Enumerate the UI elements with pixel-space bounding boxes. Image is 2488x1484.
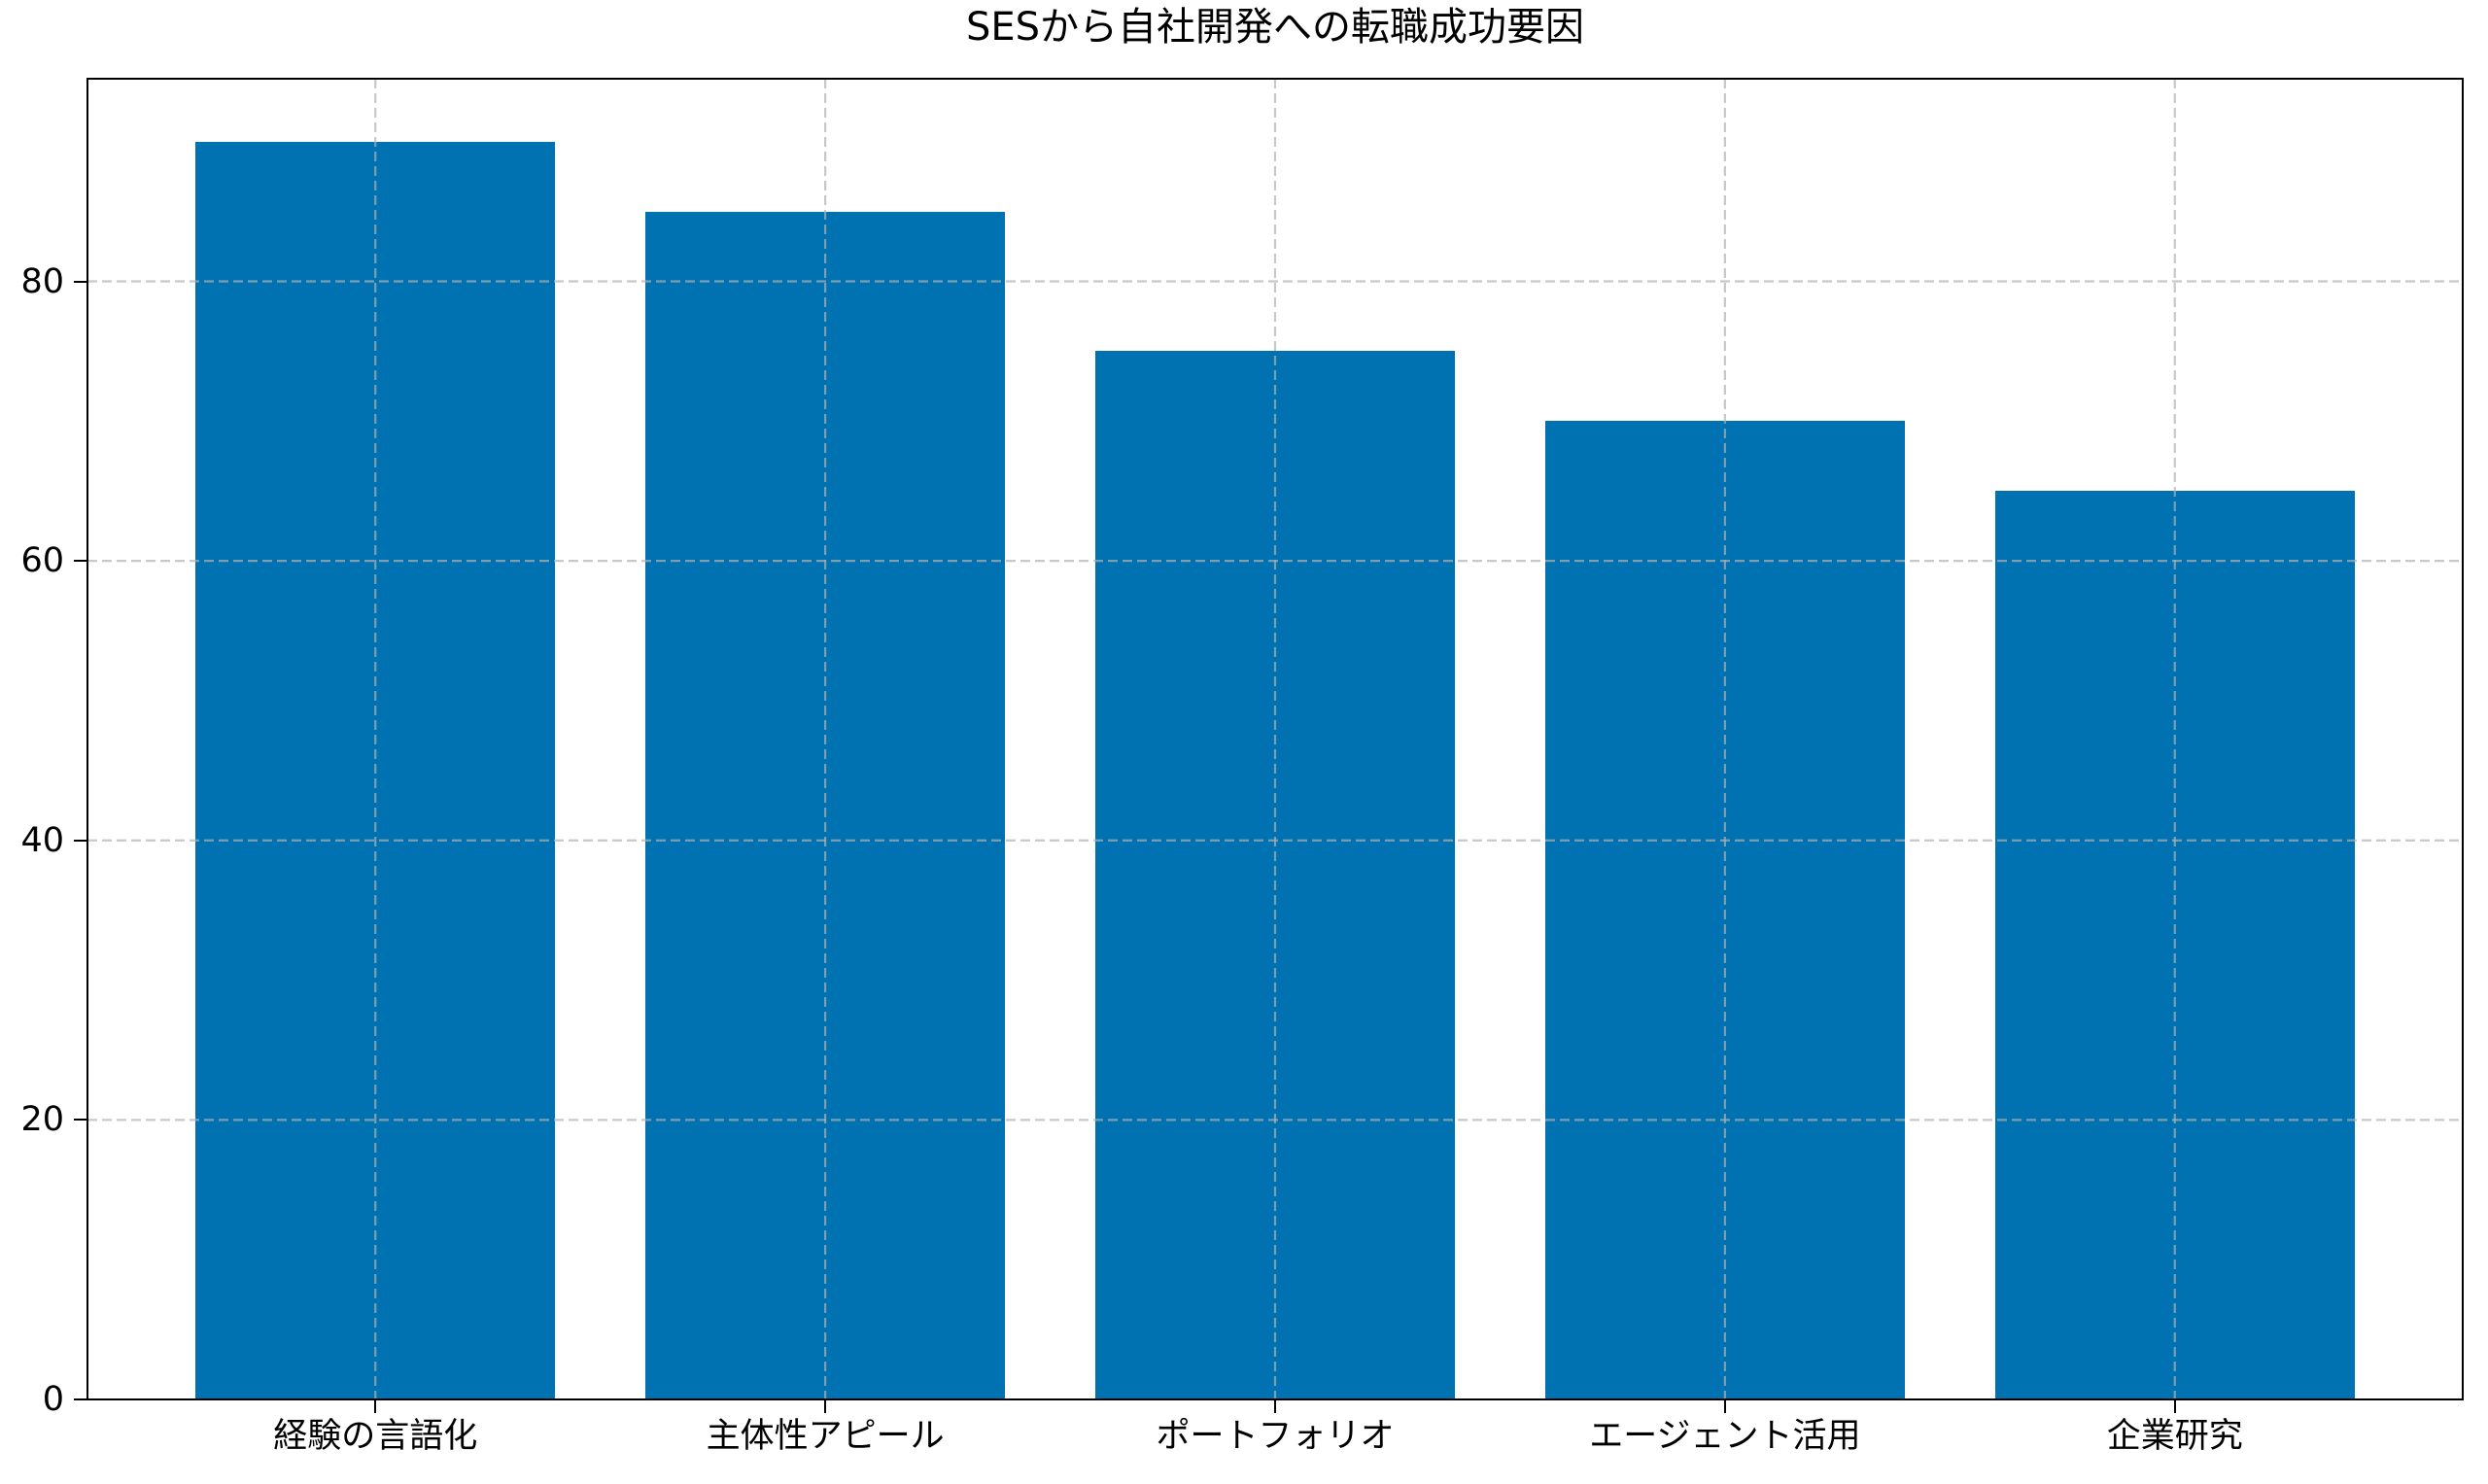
y-tick-label-20: 20	[20, 1100, 64, 1140]
y-tick-label-80: 80	[20, 261, 64, 301]
bar-1	[644, 211, 1006, 1399]
x-tick-mark-1	[824, 1399, 827, 1413]
x-tick-mark-2	[1274, 1399, 1276, 1413]
y-tick-label-60: 60	[20, 541, 64, 581]
y-tick-mark-60	[74, 560, 87, 563]
x-tick-label-1: 主体性アピール	[706, 1417, 945, 1456]
plot-area	[87, 79, 2463, 1399]
bar-3	[1544, 421, 1906, 1399]
y-tick-mark-80	[74, 280, 87, 283]
x-tick-label-4: 企業研究	[2106, 1417, 2243, 1456]
y-tick-label-0: 0	[42, 1380, 64, 1419]
bar-0	[195, 141, 556, 1399]
x-tick-mark-4	[2173, 1399, 2176, 1413]
x-tick-label-2: ポートフォリオ	[1156, 1417, 1395, 1456]
chart-title: SESから自社開発への転職成功要因	[965, 5, 1585, 50]
x-tick-label-3: エージェント活用	[1589, 1417, 1861, 1456]
y-tick-label-40: 40	[20, 820, 64, 860]
y-tick-mark-40	[74, 839, 87, 842]
bar-2	[1094, 351, 1456, 1399]
y-tick-mark-0	[74, 1398, 87, 1400]
x-tick-mark-3	[1723, 1399, 1726, 1413]
bar-4	[1994, 491, 2355, 1399]
x-tick-label-0: 経験の言語化	[273, 1417, 478, 1456]
x-tick-mark-0	[374, 1399, 377, 1413]
y-tick-mark-20	[74, 1119, 87, 1122]
